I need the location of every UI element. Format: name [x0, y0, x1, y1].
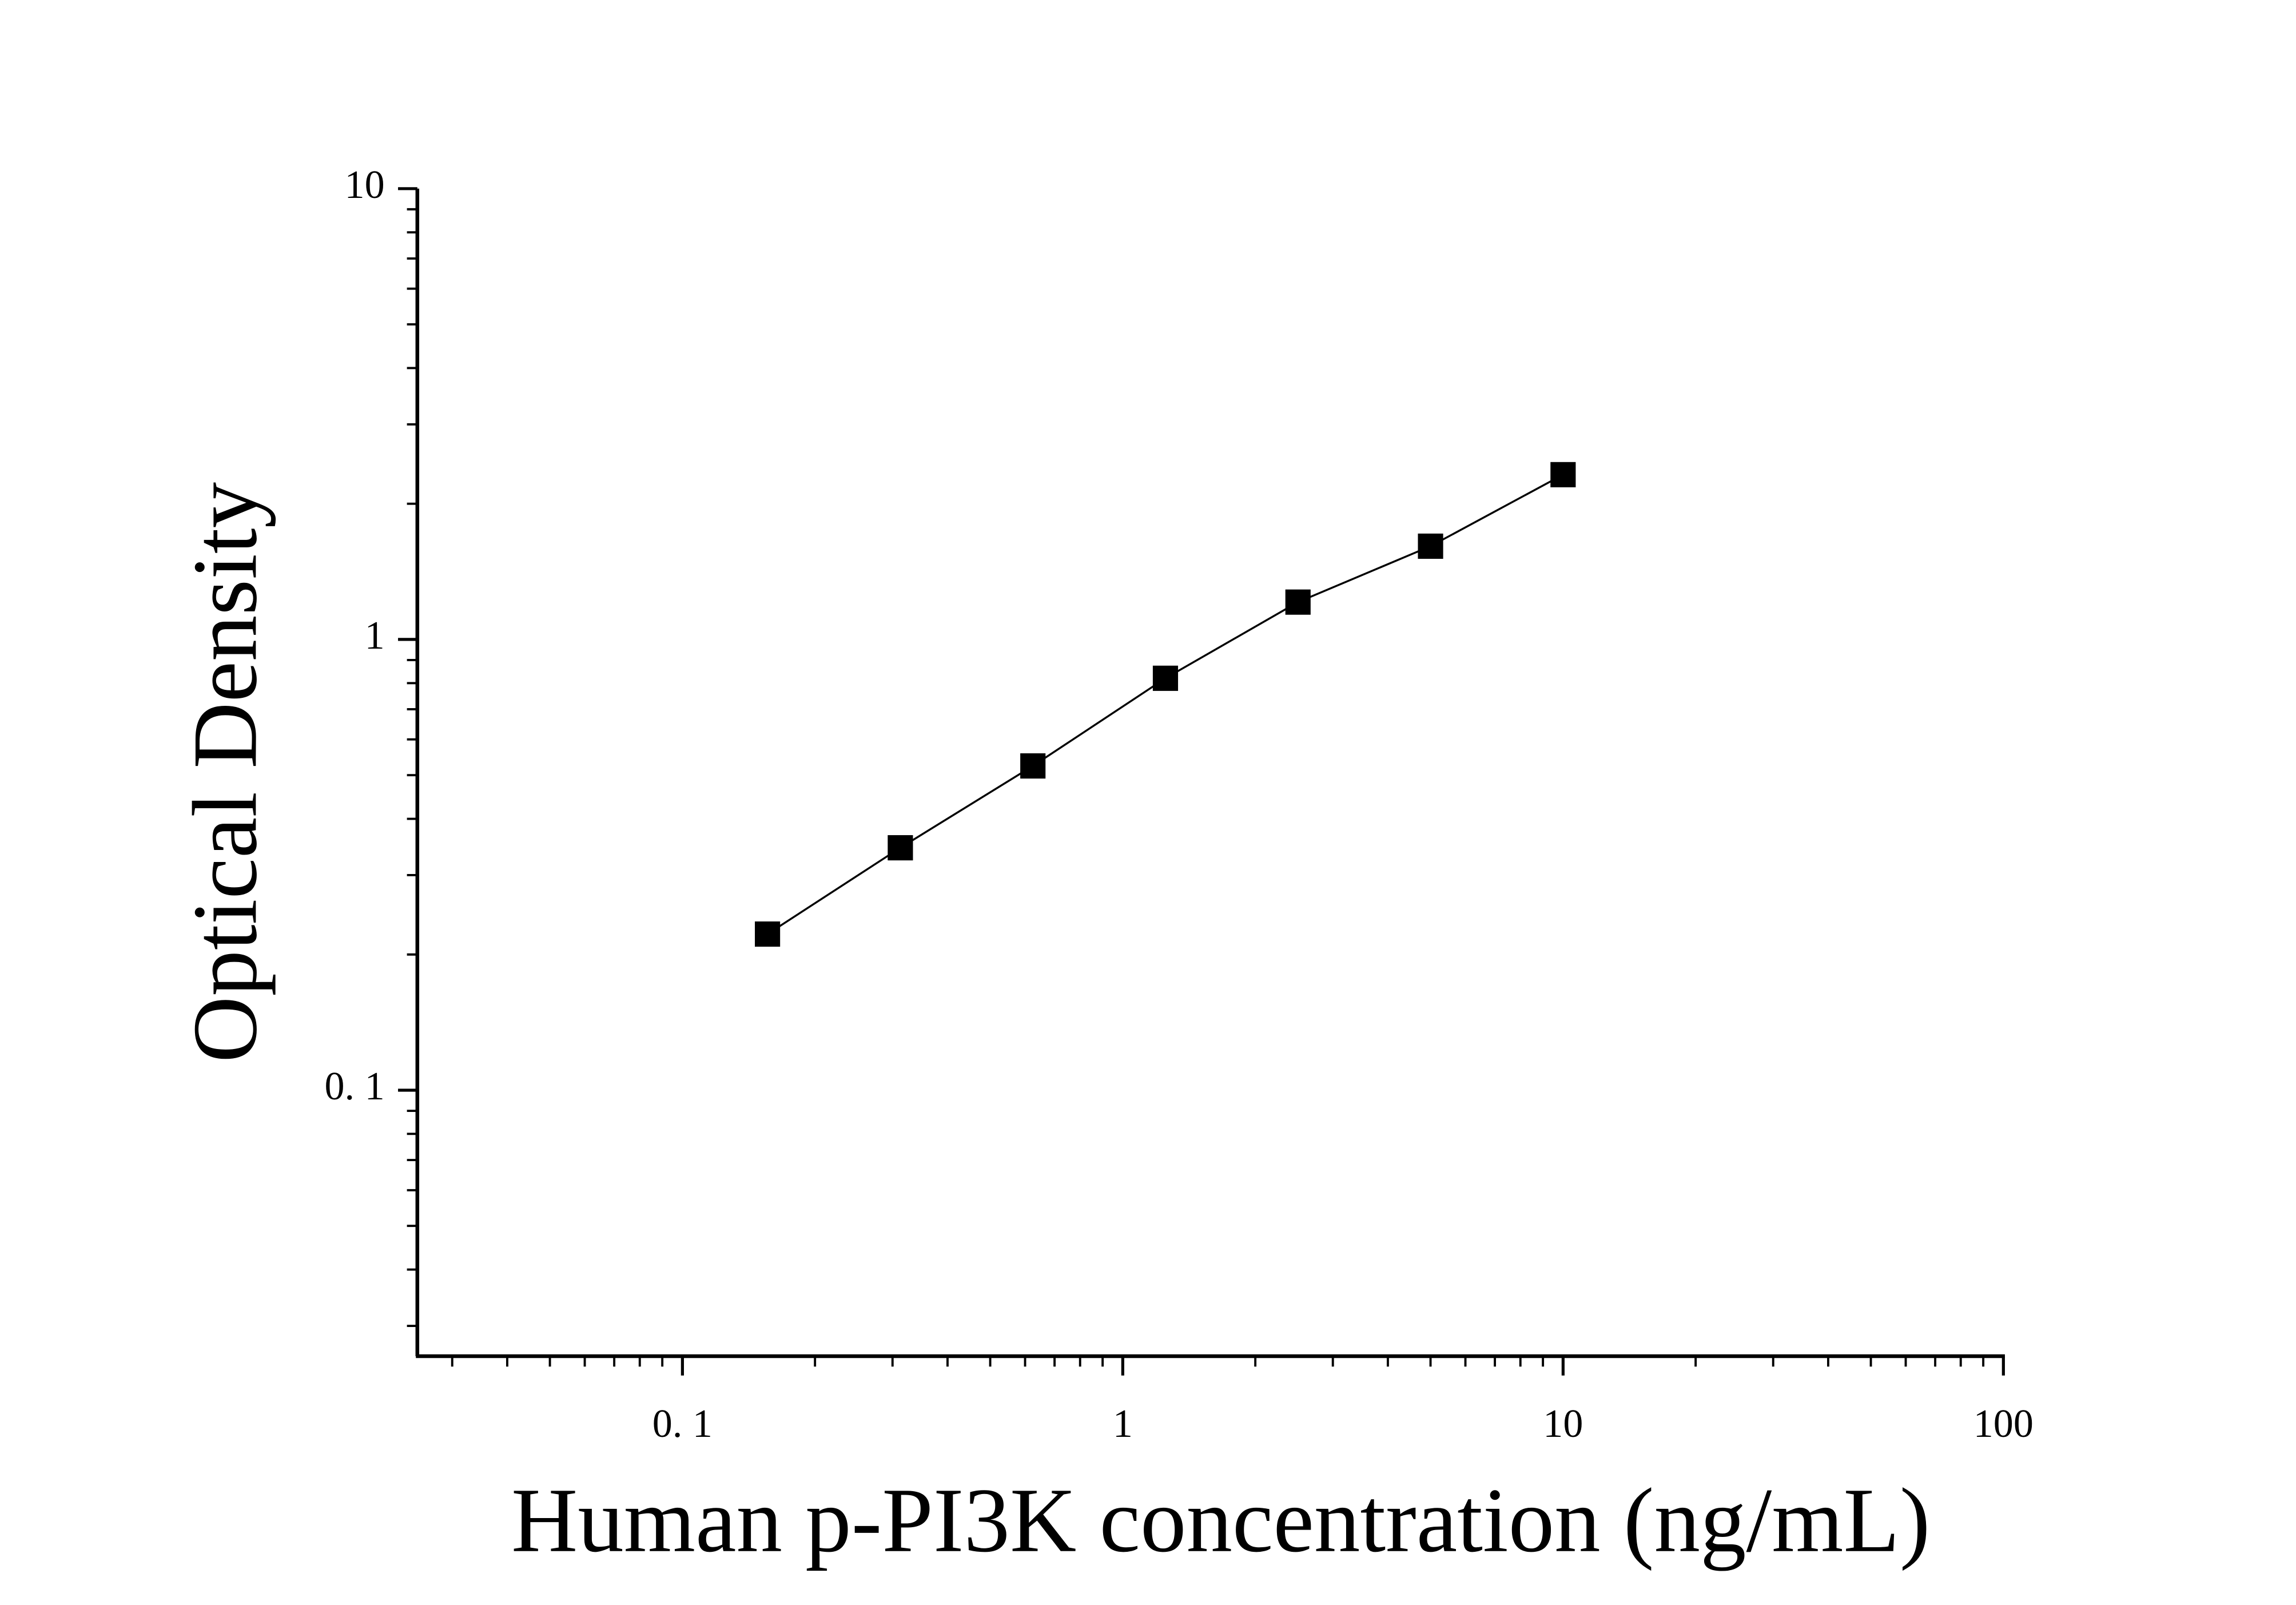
y-tick-label: 1 — [365, 614, 385, 658]
x-tick-label: 10 — [1543, 1402, 1583, 1446]
x-axis-label: Human p-PI3K concentration (ng/mL) — [511, 1469, 1930, 1571]
y-tick-label: 10 — [345, 163, 385, 207]
data-point — [888, 835, 913, 861]
data-point — [1550, 462, 1576, 487]
x-tick-label: 0. 1 — [652, 1402, 713, 1446]
data-point — [1418, 533, 1443, 559]
data-point — [755, 921, 781, 947]
y-axis-label: Optical Density — [174, 482, 276, 1063]
x-tick-label: 1 — [1113, 1402, 1133, 1446]
y-tick-label: 0. 1 — [324, 1064, 384, 1109]
data-point — [1020, 753, 1046, 779]
data-point — [1285, 589, 1311, 615]
data-point — [1152, 665, 1179, 691]
fit-curve — [767, 474, 1564, 935]
x-tick-label: 100 — [1973, 1402, 2034, 1446]
